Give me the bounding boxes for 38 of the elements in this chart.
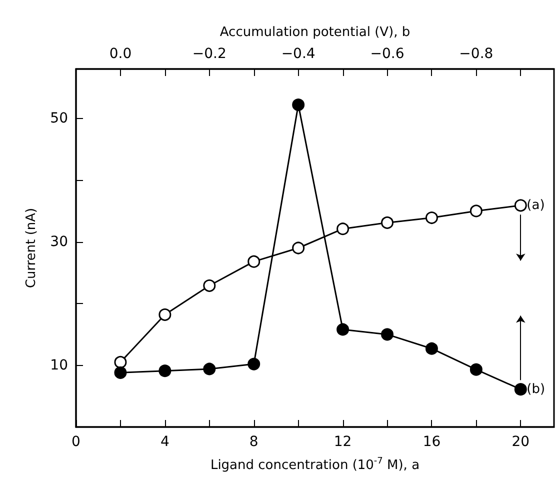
point	[514, 199, 527, 212]
x2-tick-label: −0.2	[192, 46, 226, 62]
point	[158, 308, 172, 321]
point	[248, 255, 260, 268]
series-label: (a)	[526, 198, 545, 213]
point	[336, 222, 350, 236]
x-tick-label: 8	[249, 434, 258, 450]
point	[248, 358, 260, 370]
point	[336, 323, 350, 336]
series-label: (b)	[526, 382, 546, 397]
point	[381, 216, 394, 229]
x-tick-label: 16	[422, 434, 441, 450]
point	[381, 328, 394, 341]
point	[470, 204, 482, 218]
point	[292, 242, 305, 254]
y-tick-label: 10	[50, 357, 68, 374]
point	[292, 98, 305, 112]
point	[203, 279, 216, 292]
x2-tick-label: −0.4	[281, 46, 316, 62]
x2-tick-label: −0.8	[459, 46, 494, 62]
y-tick-label: 50	[50, 110, 68, 126]
y-axis-title: Current (nA)	[24, 208, 39, 288]
x2-tick-label: −0.6	[370, 46, 404, 62]
x-tick-label: 4	[160, 434, 170, 450]
point	[425, 342, 438, 355]
point	[203, 362, 216, 376]
point	[470, 363, 482, 376]
point	[114, 366, 127, 379]
x2-axis-title: Accumulation potential (V), b	[220, 25, 410, 40]
x-tick-label: 12	[334, 434, 352, 450]
point	[114, 356, 127, 368]
y-tick-label: 30	[50, 234, 68, 250]
x2-tick-label: 0.0	[109, 46, 132, 62]
point	[514, 383, 527, 396]
x-tick-label: 0	[72, 434, 80, 450]
x-tick-label: 20	[512, 434, 530, 450]
point	[425, 212, 438, 224]
point	[158, 364, 172, 378]
